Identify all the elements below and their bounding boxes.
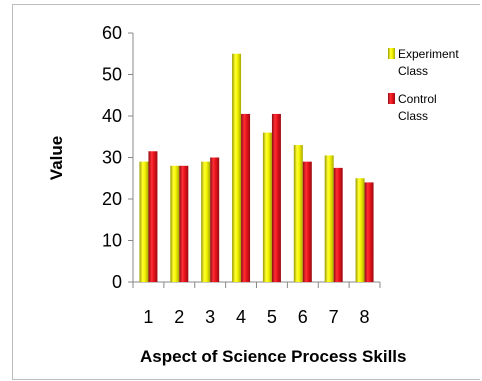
x-ticks: 1 2 3 4 5 6 7 8: [133, 282, 380, 327]
y-ticks: 0 10 20 30 40 50 60: [102, 23, 133, 292]
bar-series-2: [148, 151, 157, 282]
x-axis-title: Aspect of Science Process Skills: [140, 347, 406, 366]
x-tick-label: 5: [267, 307, 277, 327]
y-axis-title: Value: [47, 136, 66, 180]
legend-label: Experiment: [398, 47, 459, 61]
legend-swatch: [388, 48, 395, 59]
x-tick-label: 7: [329, 307, 339, 327]
bar-series-2: [241, 114, 250, 282]
x-tick-label: 4: [236, 307, 246, 327]
bar-series-2: [334, 168, 343, 282]
legend: Experiment Class Control Class: [388, 47, 459, 123]
y-tick-label: 0: [112, 272, 122, 292]
legend-swatch: [388, 93, 395, 104]
bar-series-2: [303, 162, 312, 282]
bar-series-1: [232, 54, 241, 282]
bar-series-2: [272, 114, 281, 282]
bar-series-1: [294, 145, 303, 282]
x-tick-label: 6: [298, 307, 308, 327]
x-tick-label: 2: [174, 307, 184, 327]
y-tick-label: 50: [102, 65, 122, 85]
x-tick-label: 3: [205, 307, 215, 327]
bar-series-1: [325, 155, 334, 282]
x-axis: 1 2 3 4 5 6 7 8: [133, 282, 380, 327]
y-tick-label: 20: [102, 189, 122, 209]
legend-label: Class: [398, 109, 428, 123]
bar-series-1: [356, 178, 365, 282]
bar-series-1: [170, 166, 179, 282]
bar-series-2: [365, 182, 374, 282]
bar-series-1: [139, 162, 148, 282]
bar-series-1: [201, 162, 210, 282]
bar-series-2: [210, 158, 219, 283]
y-tick-label: 30: [102, 148, 122, 168]
x-tick-label: 8: [360, 307, 370, 327]
y-tick-label: 40: [102, 106, 122, 126]
legend-label: Control: [398, 92, 437, 106]
y-tick-label: 60: [102, 23, 122, 43]
bar-series-2: [179, 166, 188, 282]
x-tick-label: 1: [143, 307, 153, 327]
y-tick-label: 10: [102, 231, 122, 251]
bars: [139, 54, 373, 282]
bar-series-1: [263, 133, 272, 282]
legend-label: Class: [398, 64, 428, 78]
y-axis: 0 10 20 30 40 50 60: [102, 23, 133, 292]
